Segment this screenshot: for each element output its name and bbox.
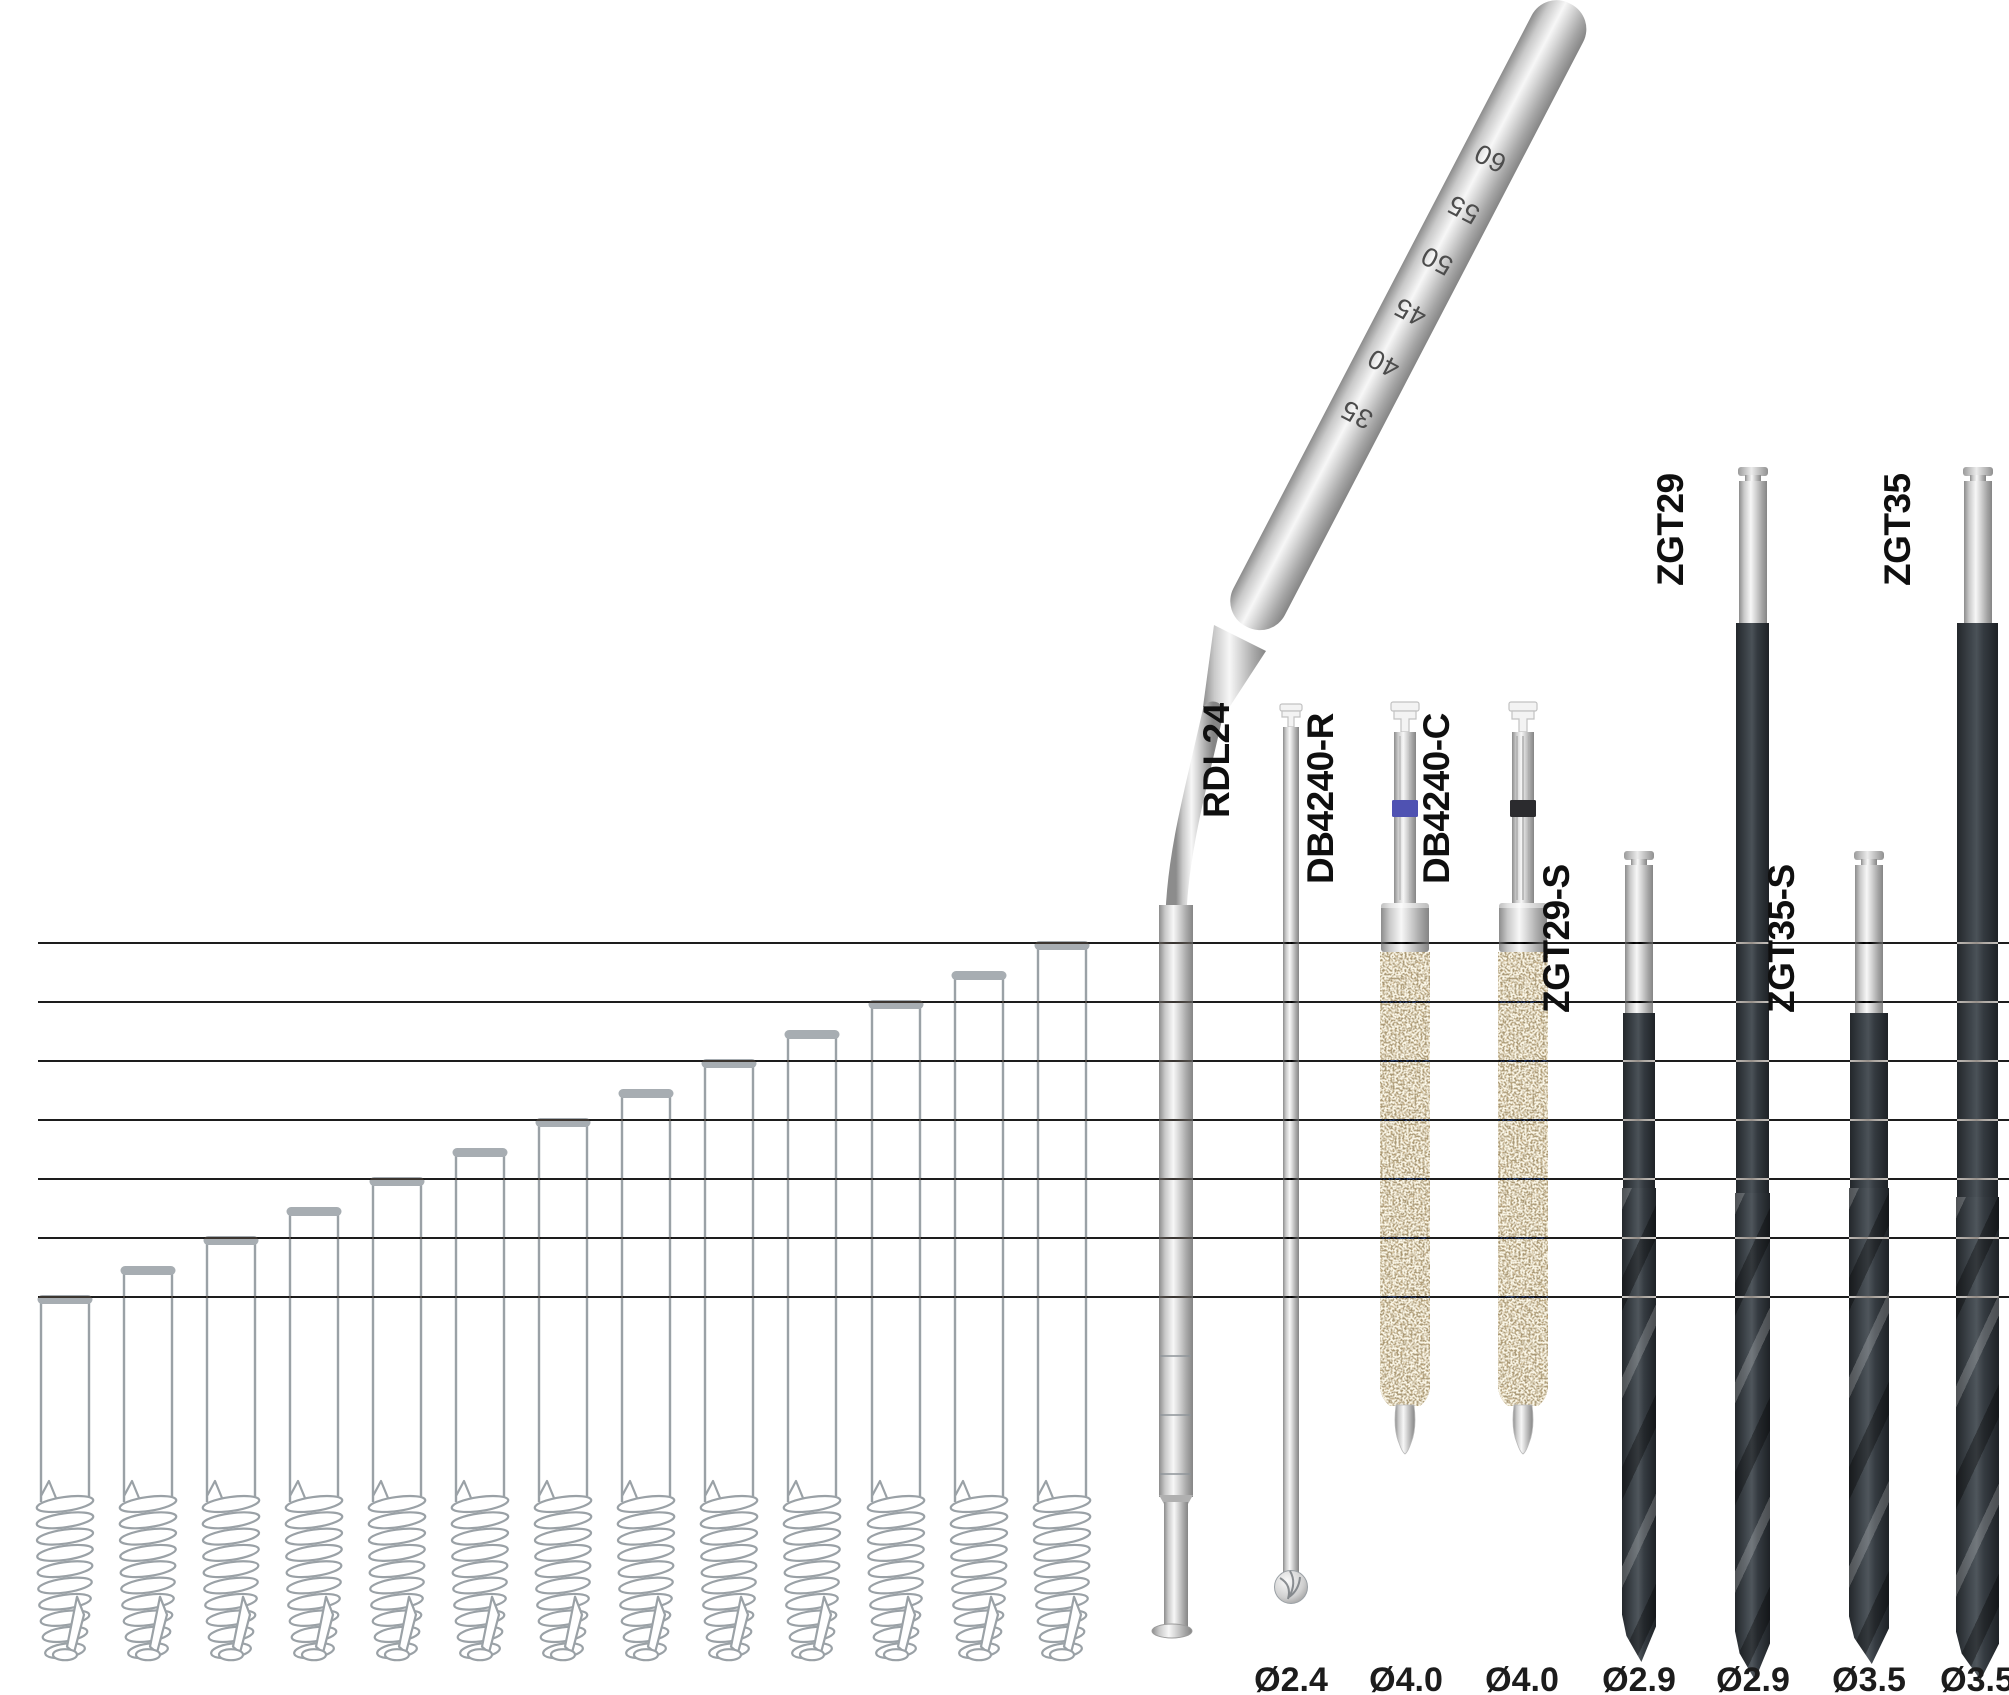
diameter-label-zgt35: Ø3.5 bbox=[1940, 1661, 2009, 1695]
implant-outline-52.5mm bbox=[782, 1030, 842, 1662]
diameter-label-db4240-r: Ø4.0 bbox=[1369, 1661, 1443, 1695]
zgt29-s-shank-cap bbox=[1624, 851, 1654, 860]
instrument-label-db4240-c: DB4240-C bbox=[1416, 713, 1457, 884]
color-band bbox=[1510, 800, 1536, 817]
axis-tick-label: 40 bbox=[0, 1164, 2, 1197]
implant-outline-32.5mm bbox=[118, 1266, 178, 1662]
instrument-label-zgt35: ZGT35 bbox=[1877, 473, 1918, 586]
zgt35-s-drill-flutes bbox=[1849, 1188, 1889, 1664]
gridline-40 bbox=[38, 1178, 2009, 1180]
zgt29-s-drill-shaft bbox=[1623, 1013, 1655, 1192]
zgt35-drill-shaft bbox=[1957, 623, 1998, 1199]
gridline-60 bbox=[38, 942, 2009, 944]
implant-outline-50mm bbox=[699, 1059, 759, 1662]
rdl24-round-bur bbox=[1274, 703, 1308, 1604]
implant-outline-60mm bbox=[1032, 941, 1092, 1662]
axis-tick-label: 50 bbox=[0, 1046, 2, 1079]
zgt35-shank-neck bbox=[1970, 475, 1986, 482]
axis-tick-label: 45 bbox=[0, 1105, 2, 1138]
instrument-label-rdl24: RDL24 bbox=[1196, 703, 1237, 818]
zgt29-s-drill-flutes bbox=[1622, 1188, 1656, 1662]
zgt29-shank bbox=[1739, 481, 1767, 625]
axis-tick-label: 35 bbox=[0, 1223, 2, 1256]
diameter-label-zgt29: Ø2.9 bbox=[1716, 1661, 1790, 1695]
zgt35-shank bbox=[1964, 481, 1992, 625]
gridline-30 bbox=[38, 1296, 2009, 1298]
zgt35-s-shank bbox=[1855, 865, 1883, 1015]
gridline-45 bbox=[38, 1119, 2009, 1121]
zgt29-drill-shaft bbox=[1736, 623, 1769, 1197]
gridline-50 bbox=[38, 1060, 2009, 1062]
diameter-label-db4240-c: Ø4.0 bbox=[1485, 1661, 1559, 1695]
diameter-label-rdl24: Ø2.4 bbox=[1254, 1661, 1328, 1695]
zgt29-drill-flutes bbox=[1735, 1193, 1770, 1680]
zgt35-s-shank-neck bbox=[1861, 859, 1877, 866]
axis-tick-label: 55 bbox=[0, 987, 2, 1020]
zgt29-shank-neck bbox=[1745, 475, 1761, 482]
zgt29-s-shank bbox=[1625, 865, 1653, 1015]
diameter-label-zgt35-s: Ø3.5 bbox=[1832, 1661, 1906, 1695]
instrument-label-db4240-r: DB4240-R bbox=[1300, 713, 1341, 884]
axis-tick-label: 30 bbox=[0, 1282, 2, 1315]
gridline-35 bbox=[38, 1237, 2009, 1239]
implant-outline-42.5mm bbox=[450, 1148, 510, 1662]
implant-outline-45mm bbox=[533, 1118, 593, 1662]
zgt35-drill-flutes bbox=[1956, 1197, 1999, 1680]
zgt35-shank-cap bbox=[1963, 467, 1993, 476]
color-band bbox=[1392, 800, 1418, 817]
implant-outline-37.5mm bbox=[284, 1207, 344, 1662]
zgt35-s-shank-cap bbox=[1854, 851, 1884, 860]
zgt35-s-drill-shaft bbox=[1850, 1013, 1888, 1190]
implant-outline-55mm bbox=[866, 1000, 926, 1662]
axis-tick-label: 60 bbox=[0, 928, 2, 961]
zgt29-s-shank-neck bbox=[1631, 859, 1647, 866]
instrument-label-zgt29-s: ZGT29-S bbox=[1536, 864, 1577, 1013]
zgt29-shank-cap bbox=[1738, 467, 1768, 476]
instrument-label-zgt29: ZGT29 bbox=[1650, 473, 1691, 586]
implant-outline-30mm bbox=[35, 1295, 95, 1662]
implant-outline-35mm bbox=[201, 1236, 261, 1662]
instrument-label-zgt35-s: ZGT35-S bbox=[1761, 864, 1802, 1013]
gridline-55 bbox=[38, 1001, 2009, 1003]
diameter-label-zgt29-s: Ø2.9 bbox=[1602, 1661, 1676, 1695]
